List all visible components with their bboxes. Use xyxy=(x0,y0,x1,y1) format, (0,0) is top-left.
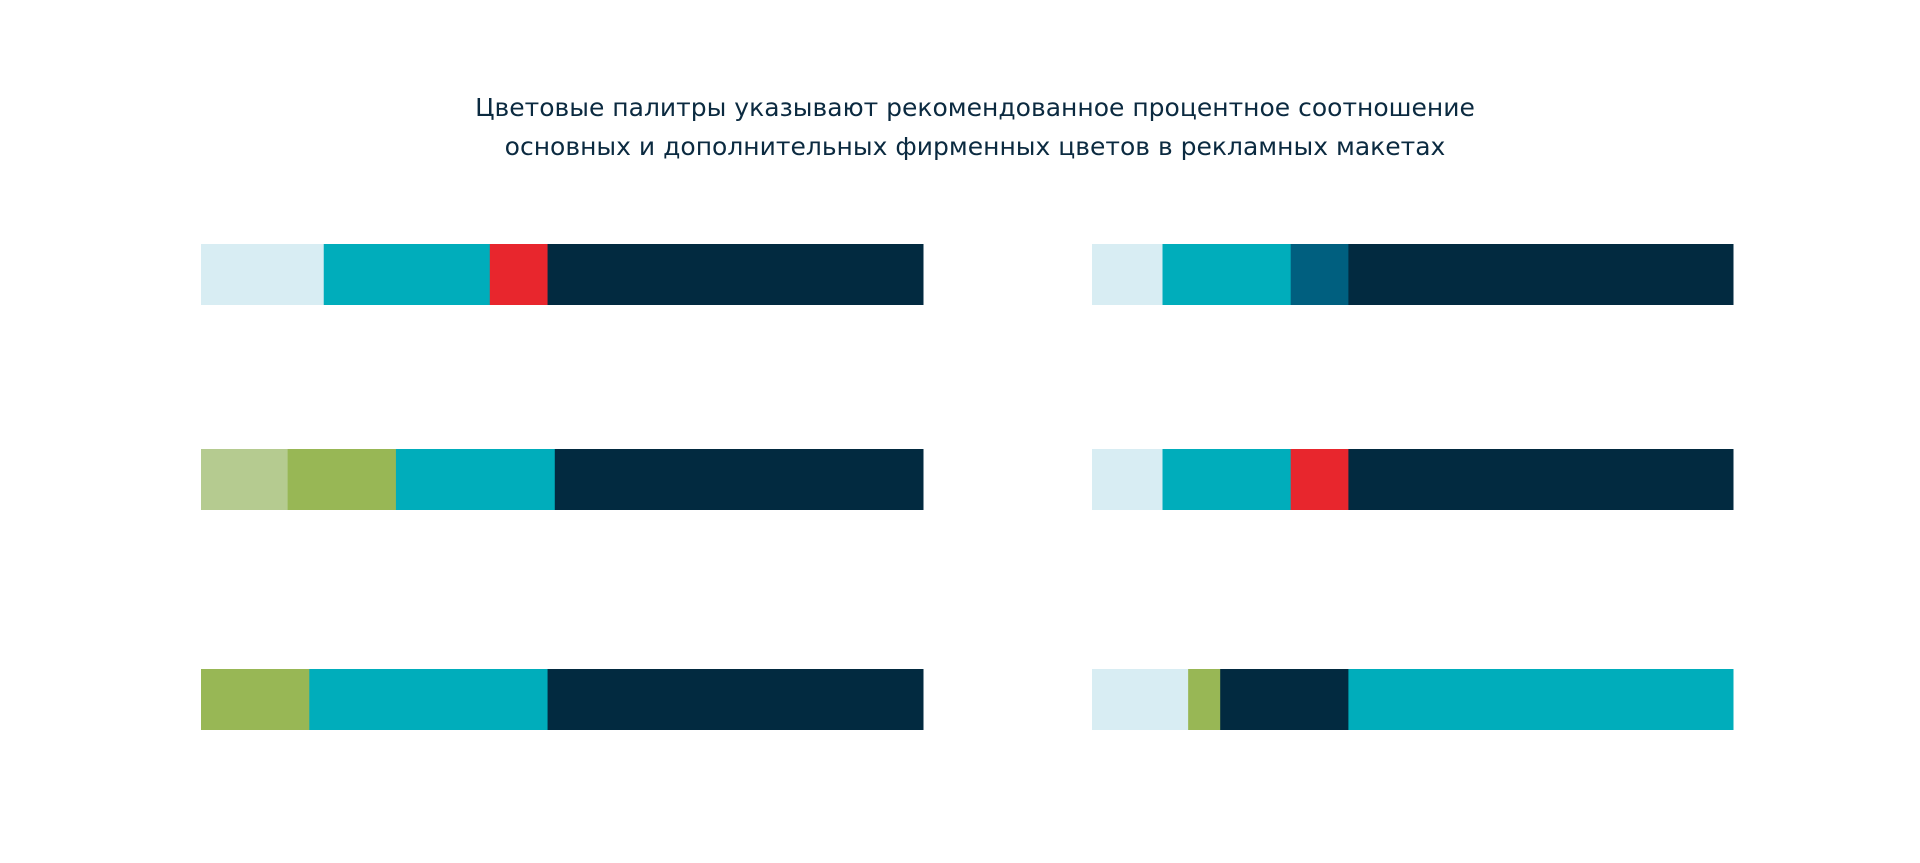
swatch xyxy=(1188,669,1221,730)
swatch xyxy=(395,449,556,510)
swatch xyxy=(1162,244,1292,305)
title-line: Цветовые палитры указывают рекомендованн… xyxy=(475,93,1475,122)
swatch xyxy=(1220,669,1349,730)
swatch xyxy=(547,669,924,730)
swatch xyxy=(1162,449,1292,510)
swatch xyxy=(1348,449,1734,510)
swatch xyxy=(1092,669,1189,730)
swatch xyxy=(201,669,310,730)
swatch xyxy=(1290,244,1349,305)
swatch xyxy=(1092,244,1164,305)
swatch xyxy=(554,449,924,510)
swatch xyxy=(287,449,397,510)
swatch xyxy=(201,244,325,305)
swatch xyxy=(489,244,549,305)
title-line: основных и дополнительных фирменных цвет… xyxy=(505,132,1446,161)
swatch xyxy=(1092,449,1164,510)
swatch xyxy=(1348,669,1734,730)
swatch xyxy=(323,244,491,305)
swatch xyxy=(201,449,289,510)
swatch xyxy=(309,669,549,730)
swatch xyxy=(547,244,924,305)
swatch xyxy=(1348,244,1734,305)
swatch xyxy=(1290,449,1349,510)
